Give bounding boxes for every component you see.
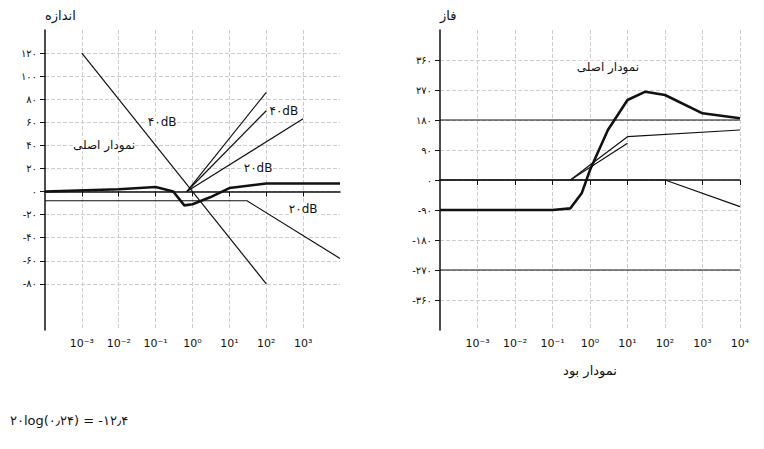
svg-text:۴۰dB: ۴۰dB <box>269 104 298 118</box>
svg-text:۰: ۰ <box>427 175 432 186</box>
svg-text:10²: 10² <box>257 337 275 350</box>
svg-text:فاز: فاز <box>439 8 456 24</box>
svg-text:۴۰dB: ۴۰dB <box>148 115 177 129</box>
svg-text:نمودار بود: نمودار بود <box>563 363 617 379</box>
svg-text:10¹: 10¹ <box>618 337 636 350</box>
svg-text:10⁻³: 10⁻³ <box>465 337 489 350</box>
svg-text:-۳۶۰: -۳۶۰ <box>412 295 432 306</box>
svg-text:۰: ۰ <box>32 186 37 197</box>
svg-text:اندازه: اندازه <box>45 8 76 24</box>
svg-text:10⁴: 10⁴ <box>731 337 750 350</box>
svg-text:۲۰: ۲۰ <box>26 163 37 174</box>
svg-text:۱۸۰: ۱۸۰ <box>416 115 432 126</box>
svg-text:10⁰: 10⁰ <box>183 337 202 350</box>
svg-text:۹۰: ۹۰ <box>421 145 432 156</box>
svg-text:۱۲۰: ۱۲۰ <box>21 48 37 59</box>
svg-text:-۱۸۰: -۱۸۰ <box>412 235 432 246</box>
svg-text:۸۰: ۸۰ <box>26 94 37 105</box>
svg-text:10⁰: 10⁰ <box>581 337 600 350</box>
svg-text:۲۰log(۰٫۲۴) = -۱۲٫۴: ۲۰log(۰٫۲۴) = -۱۲٫۴ <box>10 413 128 428</box>
svg-text:۲۰dB: ۲۰dB <box>289 202 318 216</box>
svg-text:۲۰dB: ۲۰dB <box>244 161 273 175</box>
svg-text:-۴۰: -۴۰ <box>23 232 37 243</box>
svg-text:-۲۷۰: -۲۷۰ <box>412 265 432 276</box>
svg-text:10³: 10³ <box>294 337 312 350</box>
svg-text:-۹۰: -۹۰ <box>418 205 432 216</box>
svg-text:نمودار اصلی: نمودار اصلی <box>577 60 639 75</box>
svg-text:10¹: 10¹ <box>220 337 238 350</box>
svg-text:۱۰۰: ۱۰۰ <box>21 71 37 82</box>
svg-text:10⁻¹: 10⁻¹ <box>144 337 168 350</box>
svg-text:10³: 10³ <box>693 337 711 350</box>
svg-text:-۶۰: -۶۰ <box>23 255 37 266</box>
svg-text:10⁻²: 10⁻² <box>107 337 131 350</box>
svg-text:۴۰: ۴۰ <box>26 140 37 151</box>
svg-text:۶۰: ۶۰ <box>26 117 37 128</box>
svg-text:-۲۰: -۲۰ <box>23 209 37 220</box>
svg-text:نمودار اصلی: نمودار اصلی <box>73 138 135 153</box>
svg-text:10⁻²: 10⁻² <box>503 337 527 350</box>
svg-text:۲۷۰: ۲۷۰ <box>416 85 432 96</box>
svg-text:10⁻¹: 10⁻¹ <box>540 337 564 350</box>
svg-text:-۸۰: -۸۰ <box>23 278 37 289</box>
svg-text:10²: 10² <box>656 337 674 350</box>
svg-text:۳۶۰: ۳۶۰ <box>416 55 432 66</box>
svg-text:10⁻³: 10⁻³ <box>70 337 94 350</box>
